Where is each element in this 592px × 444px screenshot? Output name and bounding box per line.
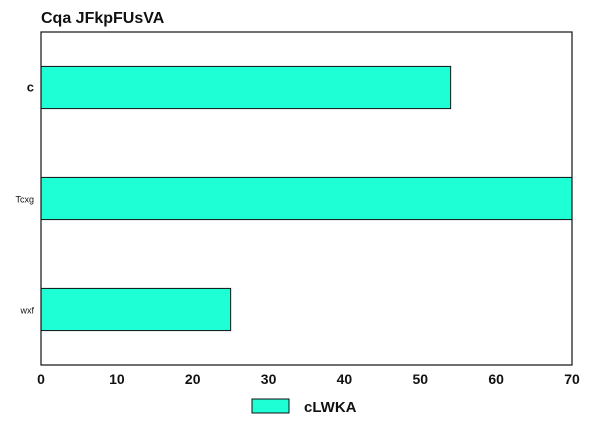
legend-label: cLWKA (304, 399, 357, 416)
bars-group (40, 65, 573, 332)
y-tick-label: Tcxg (15, 195, 34, 205)
x-tick-label: 30 (261, 371, 277, 387)
x-tick-label: 70 (564, 371, 580, 387)
y-tick-label: wxf (20, 306, 35, 316)
x-axis-ticks: 0 10 20 30 40 50 60 70 (37, 371, 580, 387)
x-tick-label: 60 (488, 371, 504, 387)
plot-frame (40, 31, 573, 366)
bar-c (40, 65, 452, 110)
y-axis-ticks: c Tcxg wxf (15, 80, 34, 316)
x-tick-label: 40 (337, 371, 353, 387)
x-tick-label: 0 (37, 371, 45, 387)
chart-title: Cqa JFkpFUsVA (41, 10, 165, 27)
x-tick-label: 10 (109, 371, 125, 387)
x-tick-label: 20 (185, 371, 201, 387)
legend-swatch (251, 398, 290, 414)
x-tick-label: 50 (412, 371, 428, 387)
legend: cLWKA (251, 398, 357, 416)
bar-Tcxg (40, 176, 573, 221)
bar-wxf (40, 287, 232, 332)
y-tick-label: c (27, 80, 34, 95)
